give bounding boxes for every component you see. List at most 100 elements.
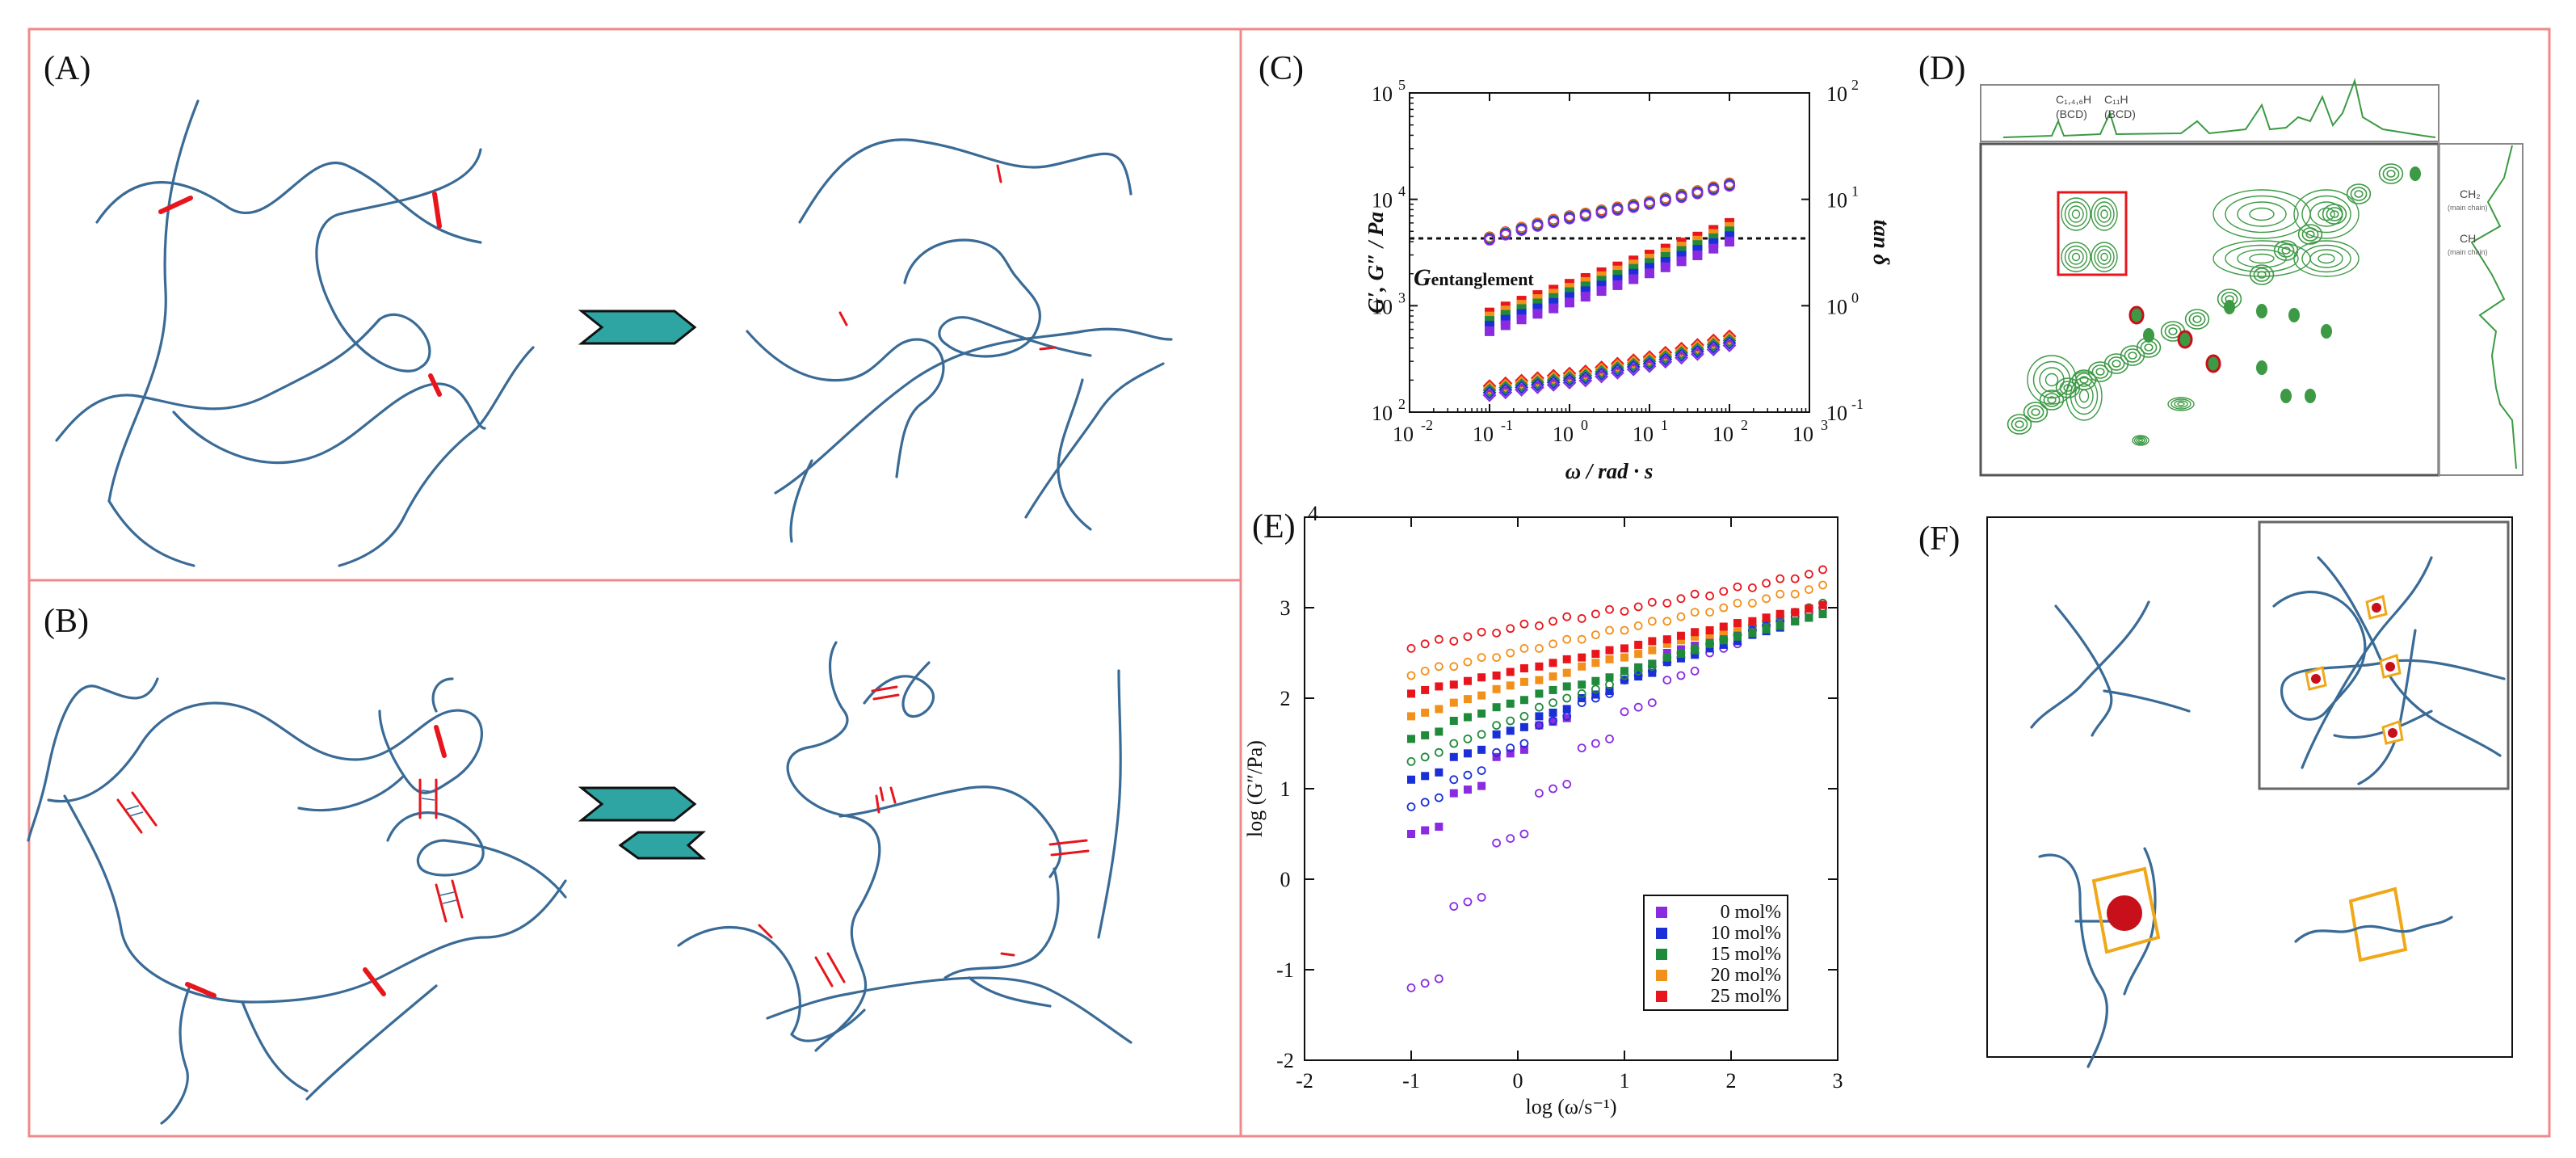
nmr-cross-peak	[2213, 189, 2311, 239]
panel-d: (D) C₁,₄,₆H (BCD) C₁₁H (BCD) CH₂ (main c…	[1918, 50, 2523, 477]
nmr-cross-peak	[2097, 249, 2112, 265]
host-guest-pair-3	[435, 879, 464, 923]
e-gdoubleprime-filled	[1591, 659, 1600, 667]
e-gprime-open	[1449, 902, 1459, 911]
nmr-diagonal-peak	[2322, 204, 2347, 225]
nmr-cross-peak	[2100, 209, 2108, 219]
e-gdoubleprime-filled	[1605, 673, 1614, 682]
e-gdoubleprime-filled	[1791, 608, 1800, 617]
c-tandelta-point	[1530, 371, 1544, 385]
nmr-cross-peak	[2091, 242, 2118, 272]
e-gprime-open	[1549, 698, 1557, 707]
plot-c-ytick-label: 10	[1372, 295, 1393, 318]
c-tandelta-point	[1690, 342, 1704, 356]
c-tandelta-point	[1482, 383, 1497, 398]
e-gdoubleprime-filled	[1549, 708, 1557, 717]
e-gprime-open	[1492, 747, 1501, 757]
c-tandelta-point	[1610, 360, 1624, 375]
plot-c-xtick-label: 10	[1553, 423, 1574, 446]
e-gprime-open	[1633, 621, 1643, 630]
e-gdoubleprime-filled	[1477, 710, 1486, 718]
c-tandelta-point	[1626, 362, 1641, 377]
e-gdoubleprime-filled	[1421, 731, 1430, 739]
c-tandelta-point	[1658, 347, 1673, 362]
e-gdoubleprime-filled	[1506, 726, 1515, 735]
e-gprime-open	[1535, 721, 1544, 730]
nmr-diagonal-peak	[2027, 405, 2044, 419]
panel-f-frame	[1986, 516, 2513, 1058]
nmr-cross-peak	[2225, 244, 2299, 273]
nmr-label-ch-sub: (main chain)	[2448, 248, 2488, 256]
c-tandelta-point	[1482, 381, 1497, 395]
e-gprime-open	[1492, 721, 1501, 730]
c-gdoubleprime-point	[1676, 256, 1687, 267]
nmr-top-spectrum-frame	[1980, 84, 2439, 142]
c-tandelta-point	[1722, 329, 1737, 343]
e-gdoubleprime-filled	[1506, 681, 1515, 690]
c-tandelta-point	[1706, 340, 1721, 354]
e-gdoubleprime-filled	[1648, 668, 1657, 677]
nmr-peak-dot	[2256, 304, 2267, 318]
e-gdoubleprime-filled	[1719, 636, 1728, 645]
e-gprime-open	[1434, 634, 1443, 644]
cyclodextrin-free	[2348, 886, 2408, 962]
e-gprime-open	[1492, 838, 1501, 848]
c-tandelta-point	[1546, 368, 1561, 383]
c-tandelta-point	[1482, 388, 1497, 402]
c-tandelta-point	[1658, 345, 1673, 360]
panel-c: (C) 10 -2 10 -1 10 0 10 1 10 2 10 310 210 310 410 510 -1…	[1259, 50, 1893, 483]
e-gprime-open	[1647, 662, 1657, 672]
e-gprime-open	[1406, 802, 1416, 811]
c-tandelta-point	[1578, 371, 1593, 385]
guest-molecule	[2107, 895, 2142, 931]
c-tandelta-point	[1658, 352, 1673, 367]
nmr-diagonal-peak	[2095, 368, 2105, 376]
e-gprime-open	[1519, 739, 1529, 748]
e-gprime-open	[1420, 667, 1430, 676]
nmr-label-c11h: C₁₁H	[2104, 93, 2128, 106]
e-gdoubleprime-filled	[1762, 625, 1771, 634]
panel-b-label: (B)	[44, 603, 89, 640]
nmr-diagonal-peak	[2015, 420, 2024, 428]
legend-label: 15 mol%	[1711, 944, 1781, 965]
e-gprime-open	[1492, 653, 1501, 662]
c-tandelta-point	[1498, 385, 1513, 400]
c-gprime-point	[1659, 195, 1671, 207]
e-gdoubleprime-filled	[1535, 676, 1544, 684]
e-gdoubleprime-filled	[1620, 644, 1628, 653]
c-tandelta-point	[1690, 344, 1704, 359]
e-gprime-open	[1449, 739, 1459, 748]
e-gdoubleprime-filled	[1562, 682, 1571, 691]
nmr-diagonal-peak	[2043, 393, 2061, 407]
e-gprime-open	[1562, 780, 1572, 789]
c-tandelta-point	[1610, 363, 1624, 377]
e-gdoubleprime-filled	[1620, 667, 1628, 676]
c-tandelta-point	[1642, 359, 1657, 373]
nmr-highlight-box	[2057, 191, 2128, 276]
e-gprime-open	[1434, 793, 1443, 802]
e-gdoubleprime-filled	[1691, 646, 1700, 655]
nmr-diagonal-peak	[2124, 348, 2141, 363]
plot-c-xtick-sup: 0	[1581, 417, 1588, 433]
nmr-diagonal-peak	[2087, 361, 2113, 382]
nmr-cross-peak	[2133, 436, 2148, 445]
e-gdoubleprime-filled	[1492, 703, 1501, 712]
nmr-diagonal-peak	[2107, 356, 2125, 371]
e-gdoubleprime-filled	[1463, 785, 1472, 794]
nmr-cross-peak	[2293, 240, 2360, 277]
c-tandelta-point	[1530, 377, 1544, 392]
e-gprime-open	[1535, 621, 1544, 630]
e-gprime-open	[1633, 602, 1643, 612]
e-gdoubleprime-filled	[1691, 642, 1700, 651]
c-gdoubleprime-point	[1485, 326, 1494, 336]
e-gdoubleprime-filled	[1605, 646, 1614, 655]
nmr-cross-peak	[2061, 242, 2091, 272]
e-gdoubleprime-filled	[1705, 644, 1714, 653]
legend-label: 10 mol%	[1711, 923, 1781, 944]
e-gdoubleprime-filled	[1676, 631, 1685, 640]
e-gprime-open	[1605, 735, 1614, 743]
c-tandelta-point	[1578, 364, 1593, 378]
e-gdoubleprime-filled	[1421, 708, 1430, 717]
e-gdoubleprime-filled	[1477, 781, 1486, 790]
e-gprime-open	[1690, 589, 1700, 599]
